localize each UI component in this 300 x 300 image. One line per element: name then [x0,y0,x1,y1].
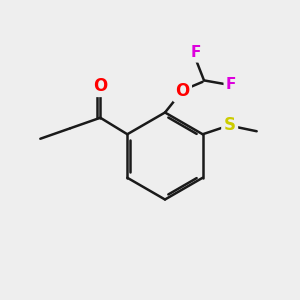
Text: S: S [224,116,236,134]
Text: F: F [190,45,201,60]
Text: O: O [175,82,190,100]
Text: F: F [226,76,236,92]
Text: O: O [93,77,107,95]
